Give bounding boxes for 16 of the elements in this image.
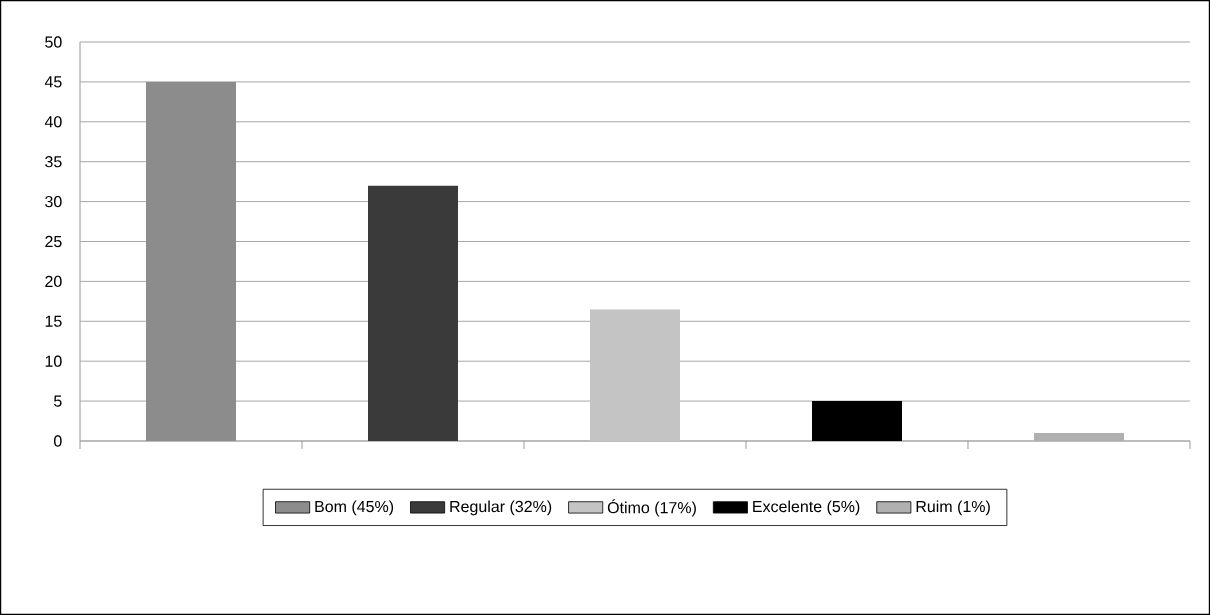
y-tick-label: 5 — [54, 395, 62, 407]
y-tick-label: 50 — [45, 36, 62, 48]
y-tick-label: 0 — [54, 435, 62, 447]
y-tick-label: 20 — [45, 275, 62, 288]
legend-label: Bom (45%) — [315, 500, 394, 516]
y-tick-label: 25 — [45, 235, 62, 248]
y-tick-label: 35 — [45, 156, 62, 168]
legend-label: Ruim (1%) — [916, 500, 990, 516]
legend-label: Regular (32%) — [450, 500, 552, 516]
y-tick-label: 30 — [45, 195, 62, 208]
y-tick-label: 15 — [45, 315, 62, 327]
legend-label: Excelente (5%) — [753, 500, 860, 516]
y-tick-label: 10 — [45, 355, 62, 367]
y-tick-label: 40 — [44, 116, 62, 128]
y-tick-label: 45 — [44, 76, 62, 88]
legend-label: Ótimo (17%) — [607, 499, 696, 517]
